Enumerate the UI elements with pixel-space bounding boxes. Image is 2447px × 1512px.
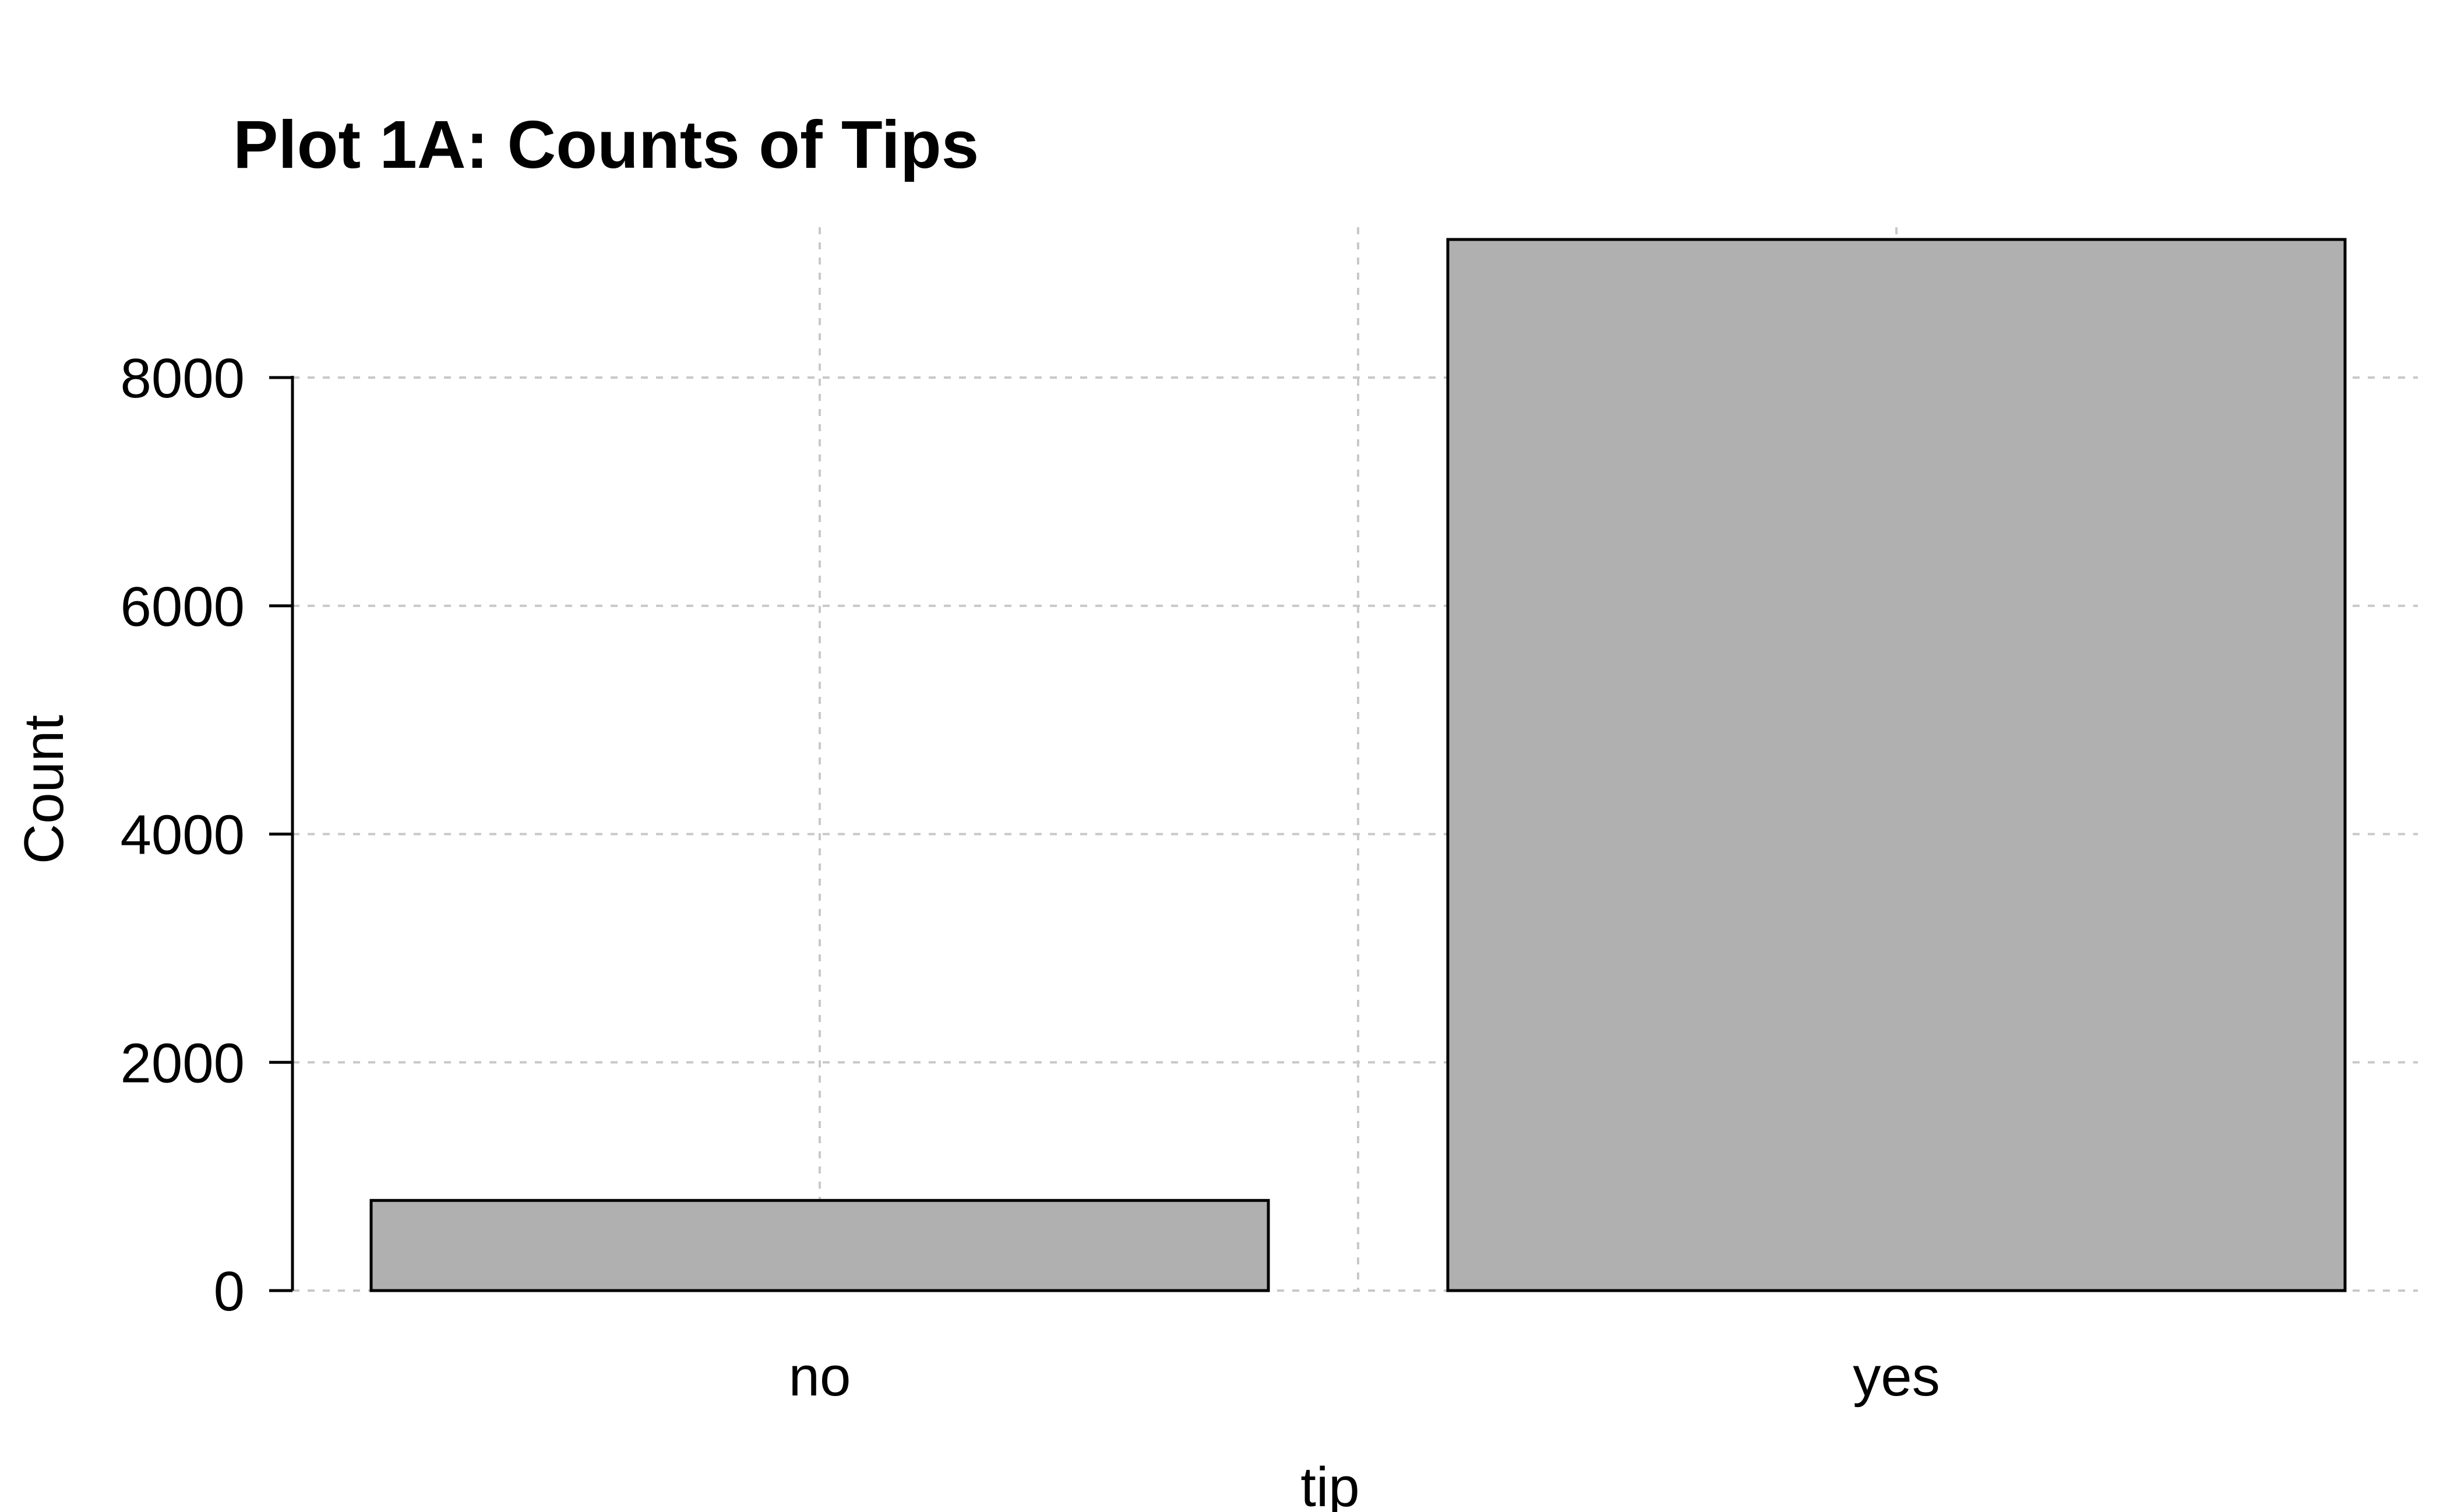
y-tick-label: 6000 <box>120 576 245 638</box>
y-tick-label: 4000 <box>120 804 245 866</box>
y-axis-title: Count <box>13 715 75 864</box>
y-tick-label: 8000 <box>120 347 245 410</box>
x-axis-ticks: no yes <box>789 1345 1940 1408</box>
x-tick-label: yes <box>1853 1345 1940 1408</box>
bar-yes <box>1446 238 2347 1292</box>
y-axis-ticks: 0 2000 4000 6000 8000 <box>120 347 292 1323</box>
x-axis-title: tip <box>1300 1456 1359 1512</box>
y-tick-label: 0 <box>214 1260 245 1323</box>
bars <box>369 238 2347 1292</box>
y-tick-label: 2000 <box>120 1032 245 1094</box>
bar-no <box>369 1199 1270 1292</box>
chart-title: Plot 1A: Counts of Tips <box>233 107 979 182</box>
x-tick-label: no <box>789 1345 851 1408</box>
